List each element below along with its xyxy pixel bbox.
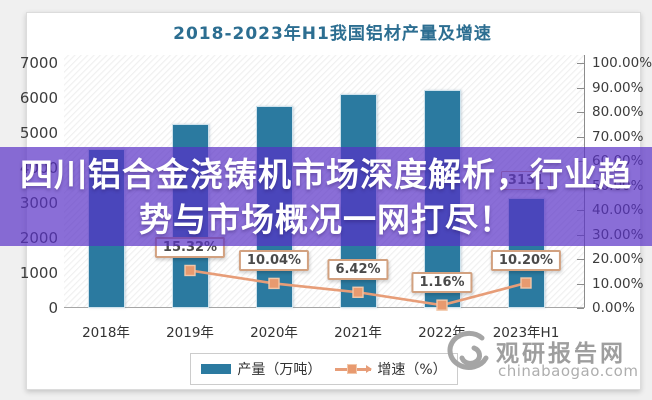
y-axis-label-right: 10.00% (592, 275, 644, 292)
y-axis-label-left: 1000 (19, 264, 58, 282)
line-marker-swatch-icon (335, 363, 373, 375)
y-axis-label-left: 7000 (19, 54, 58, 72)
watermark-domain: chinabaogao.com (498, 362, 639, 380)
x-axis-label: 2021年 (334, 325, 382, 341)
right-axis-tick (577, 63, 584, 64)
x-axis-line (64, 307, 585, 308)
right-axis-tick (577, 259, 584, 260)
legend-label: 增速（%） (377, 362, 447, 378)
x-axis-label: 2023年H1 (492, 325, 560, 341)
x-axis-label: 2018年 (82, 325, 130, 341)
chart-title: 2018-2023年H1我国铝材产量及增速 (173, 24, 492, 44)
y-axis-label-right: 90.00% (592, 79, 644, 96)
bar-swatch-icon (201, 364, 232, 374)
y-axis-label-right: 80.00% (592, 104, 644, 120)
legend-label: 产量（万吨） (237, 362, 322, 378)
y-axis-label-left: 6000 (19, 89, 58, 107)
y-axis-label-right: 100.00% (592, 55, 652, 71)
growth-value-label: 6.42% (327, 259, 389, 281)
headline-line-2: 势与市场概况一网打尽！ (139, 199, 513, 239)
y-axis-label-left: 5000 (19, 124, 58, 142)
growth-value-label: 10.20% (490, 250, 562, 271)
headline-line-1: 四川铝合金浇铸机市场深度解析，行业趋 (20, 154, 632, 194)
right-axis-tick (577, 87, 584, 89)
right-axis-tick (577, 112, 584, 113)
growth-value-label: 10.04% (238, 250, 310, 272)
swirl-logo-icon (447, 330, 489, 370)
legend: 产量（万吨） 增速（%） (190, 353, 458, 385)
watermark-brand: 观研报告网 (496, 341, 626, 367)
y-axis-label-right: 20.00% (592, 251, 644, 267)
x-axis-label: 2019年 (166, 325, 214, 341)
right-axis-tick (577, 283, 584, 285)
x-axis-label: 2020年 (250, 325, 298, 341)
right-axis-tick (577, 136, 584, 138)
growth-value-label: 1.16% (411, 272, 473, 294)
right-axis-tick (577, 308, 584, 309)
headline-banner: 四川铝合金浇铸机市场深度解析，行业趋 势与市场概况一网打尽！ (0, 147, 652, 246)
legend-item-growth: 增速（%） (335, 359, 447, 379)
y-axis-label-left: 0 (48, 299, 58, 317)
y-axis-label-right: 70.00% (592, 128, 644, 145)
y-axis-label-right: 0.00% (592, 300, 635, 316)
legend-item-production: 产量（万吨） (201, 359, 321, 379)
